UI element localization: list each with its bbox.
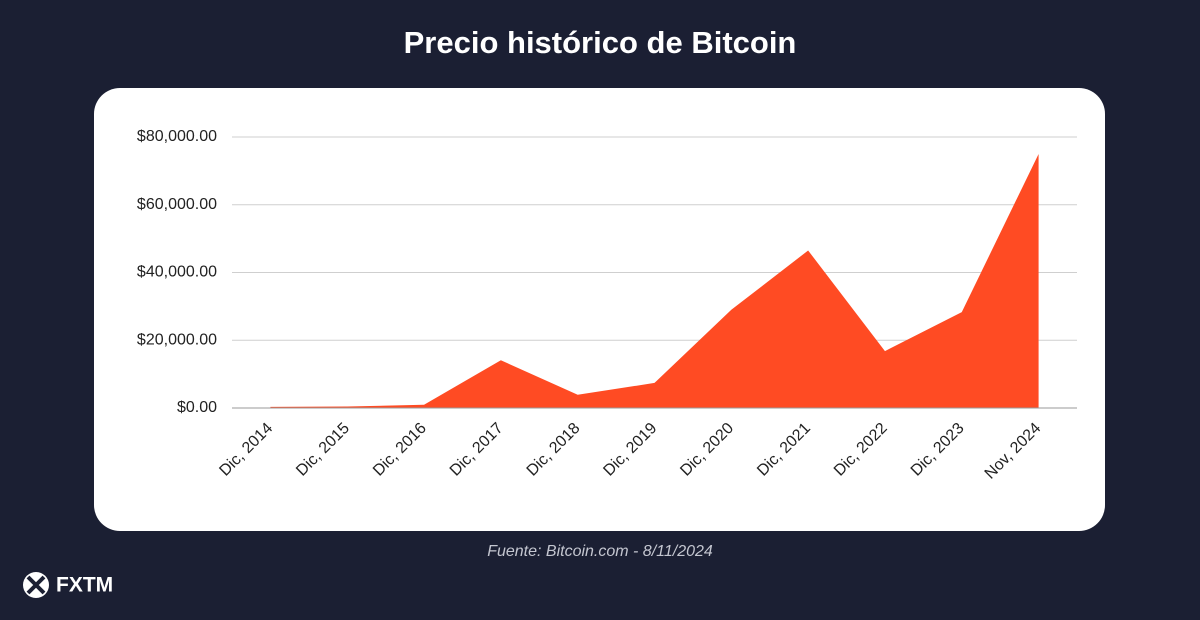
brand-name: FXTM <box>56 574 113 597</box>
y-tick-label: $60,000.00 <box>137 196 217 213</box>
y-tick-label: $40,000.00 <box>137 264 217 281</box>
logo-mark <box>26 575 46 595</box>
area <box>270 153 1039 408</box>
y-tick-label: $80,000.00 <box>137 128 217 145</box>
y-tick-label: $0.00 <box>177 399 217 416</box>
y-tick-label: $20,000.00 <box>137 331 217 348</box>
chart-card <box>94 88 1105 531</box>
brand-logo: FXTM <box>23 572 113 598</box>
source-note: Fuente: Bitcoin.com - 8/11/2024 <box>487 543 713 560</box>
chart-title: Precio histórico de Bitcoin <box>404 25 797 60</box>
